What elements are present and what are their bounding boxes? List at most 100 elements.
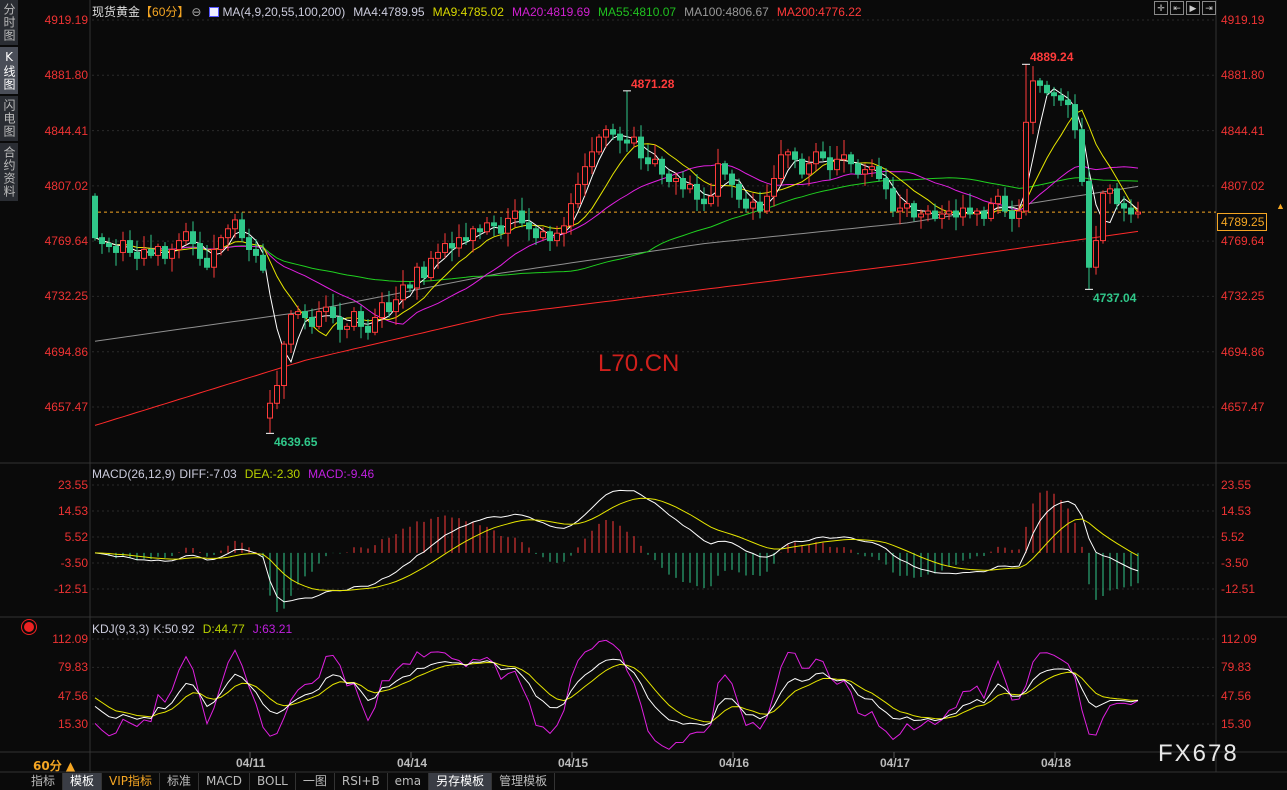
tab-time-chart[interactable]: 分时图 [0, 0, 18, 45]
bottom-toolbar: 指标 模板 VIP指标 标准 MACD BOLL 一图 RSI+B ema 另存模板 管理模板 [24, 773, 556, 790]
candle-body [834, 158, 840, 171]
candle-body [183, 231, 189, 242]
toolbar-indicator[interactable]: 指标 [24, 773, 64, 790]
macd-value: MACD:-9.46 [308, 467, 375, 481]
ma100-value: MA100:4806.67 [684, 5, 769, 19]
candle-body [883, 178, 889, 190]
price-tick-left: 4844.41 [44, 123, 88, 138]
price-tick-right: 4694.86 [1221, 344, 1265, 359]
expand-up-icon[interactable]: ▲ [1276, 201, 1285, 211]
candle-body [267, 402, 273, 419]
toolbar-ema[interactable]: ema [388, 773, 430, 790]
candle-body [1079, 129, 1085, 182]
candle-body [820, 151, 826, 159]
candle-body [330, 306, 336, 318]
settings-icon[interactable]: ⊖ [191, 5, 202, 19]
ma4-line [94, 88, 1139, 364]
toolbar-manage-template[interactable]: 管理模板 [492, 773, 556, 790]
candle-body [589, 151, 595, 168]
candle-body [92, 195, 98, 239]
date-tick: 04/14 [397, 756, 428, 770]
extreme-label: 4737.04 [1093, 291, 1137, 306]
candle-body [547, 231, 553, 242]
candle-body [141, 248, 147, 259]
candle-body [148, 248, 154, 256]
ma9-line [94, 109, 1139, 337]
candle-body [211, 248, 217, 268]
candle-body [652, 158, 658, 165]
candle-body [428, 257, 434, 279]
ma-chart-icon[interactable] [209, 7, 220, 17]
candle-body [204, 257, 210, 268]
candle-body [687, 183, 693, 190]
main-header: 现货黄金【60分】 ⊖ MA(4,9,20,55,100,200) MA4:4789.… [92, 3, 870, 20]
candle-body [981, 210, 987, 219]
ma200-line [94, 230, 1139, 426]
candle-body [106, 243, 112, 248]
candle-body [813, 151, 819, 165]
ma-params: MA(4,9,20,55,100,200) [222, 5, 346, 19]
candle-body [533, 228, 539, 239]
toolbar-standard[interactable]: 标准 [160, 773, 200, 790]
macd-header: MACD(26,12,9) DIFF:-7.03 DEA:-2.30 MACD:-9.… [92, 467, 382, 481]
crosshair-icon[interactable]: ✛ [1154, 1, 1168, 15]
toolbar-save-template[interactable]: 另存模板 [429, 773, 493, 790]
candle-body [960, 207, 966, 218]
date-tick: 04/18 [1041, 756, 1072, 770]
candle-body [897, 207, 903, 212]
candle-body [925, 210, 931, 215]
candle-body [526, 222, 532, 230]
candle-body [99, 237, 105, 245]
candle-body [1016, 210, 1022, 219]
price-tick-right: 4919.19 [1221, 13, 1265, 27]
zoom-left-icon[interactable]: ⇤ [1170, 1, 1184, 15]
kdj-header: KDJ(9,3,3) K:50.92 D:44.77 J:63.21 [92, 622, 300, 636]
toolbar-macd[interactable]: MACD [199, 773, 251, 790]
kdj-tick-right: 47.56 [1221, 688, 1252, 703]
tab-contract-info[interactable]: 合约资料 [0, 143, 18, 201]
candle-body [302, 311, 308, 318]
candle-body [372, 316, 378, 333]
candle-body [862, 169, 868, 175]
candle-body [1044, 84, 1050, 94]
kdj-k: K:50.92 [153, 622, 195, 636]
candle-body [414, 266, 420, 289]
candle-body [988, 203, 994, 219]
candle-body [827, 157, 833, 171]
ma100-line [94, 185, 1139, 342]
alarm-icon[interactable] [24, 622, 34, 632]
toolbar-one-chart[interactable]: 一图 [296, 773, 335, 790]
macd-diff: DIFF:-7.03 [179, 467, 237, 481]
macd-diff-line [94, 489, 1139, 603]
tab-kline-chart[interactable]: K线图 [0, 47, 18, 94]
candle-body [1121, 203, 1127, 209]
toolbar-boll[interactable]: BOLL [250, 773, 296, 790]
candle-body [596, 136, 602, 153]
kdj-d: D:44.77 [202, 622, 245, 636]
candle-body [442, 243, 448, 253]
candle-body [239, 219, 245, 239]
watermark-center: L70.CN [598, 350, 680, 377]
candle-body [757, 201, 763, 212]
candle-body [281, 343, 287, 387]
candle-body [610, 129, 616, 135]
toolbar-rsi-b[interactable]: RSI+B [335, 773, 388, 790]
tab-flash-chart[interactable]: 闪电图 [0, 96, 18, 141]
play-icon[interactable]: ▶ [1186, 1, 1200, 15]
candle-body [715, 163, 721, 197]
candle-body [316, 311, 322, 327]
price-tick-right: 4732.25 [1221, 289, 1265, 304]
toolbar-vip-indicator[interactable]: VIP指标 [102, 773, 161, 790]
candle-body [1009, 210, 1015, 219]
candle-body [407, 284, 413, 289]
candle-body [841, 154, 847, 160]
move-right-icon[interactable]: ⇥ [1202, 1, 1216, 15]
toolbar-template[interactable]: 模板 [63, 773, 103, 790]
candle-body [575, 183, 581, 205]
candle-body [484, 222, 490, 233]
candle-body [386, 302, 392, 313]
period-selector[interactable]: 60分 ▲ [33, 759, 76, 773]
price-tick-left: 4881.80 [44, 68, 88, 83]
candle-body [876, 166, 882, 180]
